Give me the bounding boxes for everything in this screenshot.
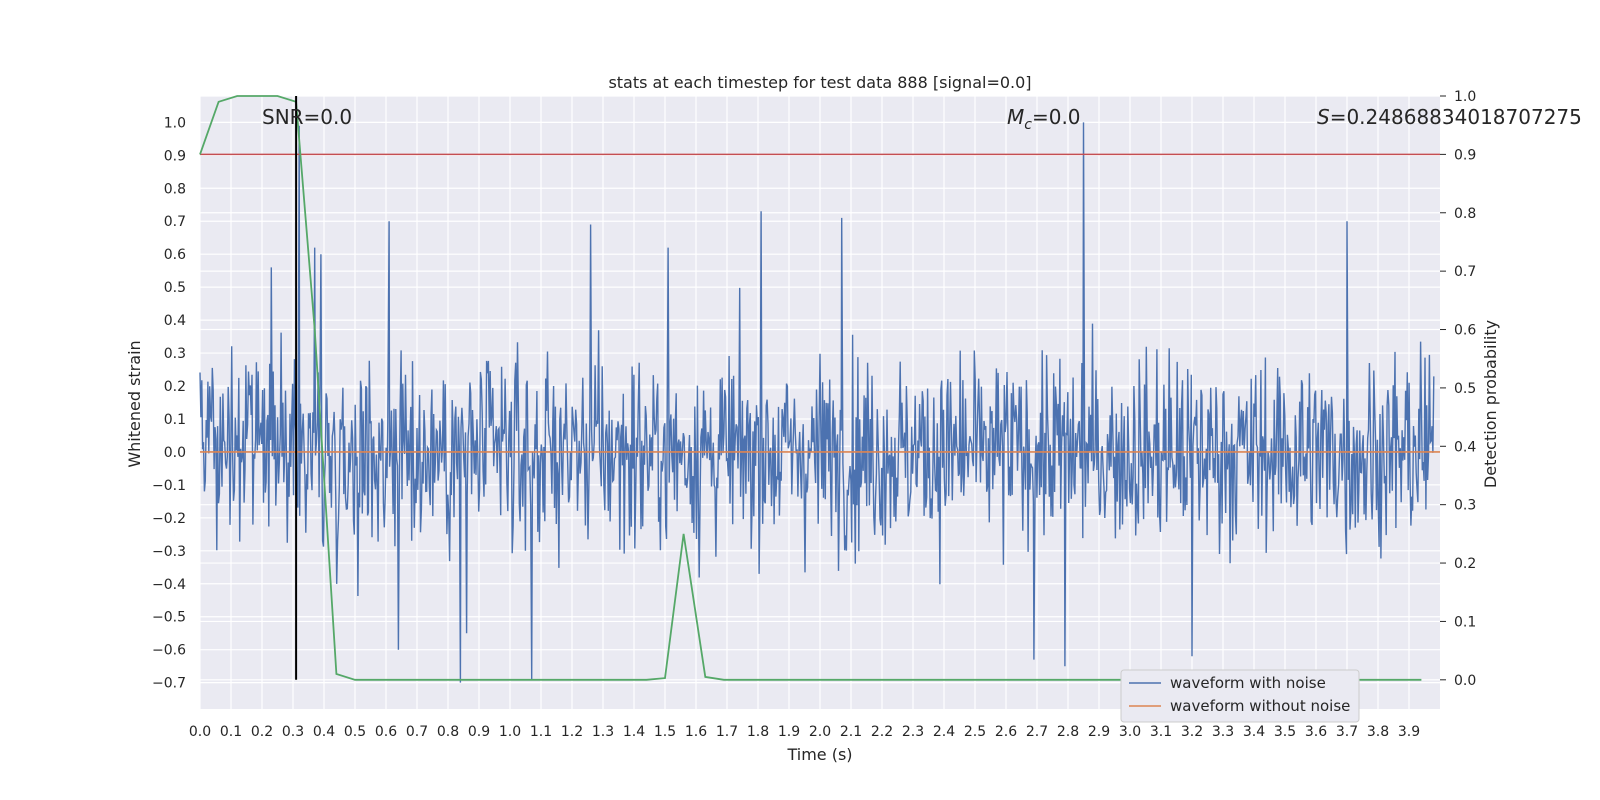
y-tick-label: −0.6 [152, 643, 186, 659]
noise-waveform-line [199, 122, 1435, 683]
y2-tick-label: 0.2 [1454, 556, 1476, 572]
x-tick-label: 3.7 [1336, 724, 1358, 740]
x-tick-label: 1.9 [778, 724, 800, 740]
y2-tick-label: 0.4 [1454, 439, 1476, 455]
x-tick-label: 2.5 [964, 724, 986, 740]
y-tick-label: 0.5 [164, 280, 186, 296]
x-tick-label: 3.4 [1243, 724, 1265, 740]
mc-subscript: c [1024, 117, 1032, 133]
x-tick-label: 1.2 [561, 724, 583, 740]
y-axis-label: Whitened strain [125, 340, 144, 467]
y-tick-label: −0.7 [152, 676, 186, 692]
x-tick-label: 0.4 [313, 724, 335, 740]
x-tick-label: 2.4 [933, 724, 955, 740]
s-annotation: S=0.24868834018707275 [1317, 105, 1582, 129]
x-tick-label: 1.0 [499, 724, 521, 740]
x-tick-label: 0.0 [189, 724, 211, 740]
y2-tick-label: 0.9 [1454, 147, 1476, 163]
x-tick-label: 3.1 [1150, 724, 1172, 740]
y-tick-label: 0.3 [164, 346, 186, 362]
s-symbol: S [1317, 105, 1330, 129]
y-tick-label: 0.4 [164, 313, 186, 329]
y-tick-label: −0.5 [152, 610, 186, 626]
legend-box [1120, 669, 1360, 723]
x-tick-label: 0.7 [406, 724, 428, 740]
x-tick-label: 3.0 [1119, 724, 1141, 740]
s-value: =0.24868834018707275 [1330, 105, 1582, 129]
y-tick-label: −0.3 [152, 544, 186, 560]
x-axis-label: Time (s) [786, 745, 852, 764]
legend-label-clean: waveform without noise [1170, 697, 1350, 715]
overlay-series [199, 95, 1440, 681]
y-tick-label: 0.7 [164, 214, 186, 230]
x-tick-label: 3.5 [1274, 724, 1296, 740]
x-tick-label: 0.6 [375, 724, 397, 740]
legend: waveform with noise waveform without noi… [1120, 669, 1360, 723]
x-tick-label: 1.5 [654, 724, 676, 740]
y2-tick-label: 1.0 [1454, 89, 1476, 105]
y2-tick-label: 0.0 [1454, 673, 1476, 689]
x-tick-label: 2.0 [809, 724, 831, 740]
y2-tick-label: 0.6 [1454, 323, 1476, 339]
x-axis-ticks: 0.0 0.1 0.2 0.3 0.4 0.5 0.6 0.7 0.8 0.9 1.0 1.1 1.2 1… [189, 724, 1420, 740]
x-tick-label: 1.8 [747, 724, 769, 740]
y-tick-label: −0.1 [152, 478, 186, 494]
noise-series [199, 122, 1435, 683]
x-tick-label: 3.6 [1305, 724, 1327, 740]
snr-annotation: SNR=0.0 [262, 105, 352, 129]
y2-tick-label: 0.7 [1454, 264, 1476, 280]
detection-probability-line [199, 95, 1422, 681]
x-tick-label: 2.1 [840, 724, 862, 740]
x-tick-label: 2.7 [1026, 724, 1048, 740]
x-tick-label: 1.7 [716, 724, 738, 740]
y2-tick-label: 0.8 [1454, 206, 1476, 222]
y-tick-label: 0.2 [164, 379, 186, 395]
legend-label-noise: waveform with noise [1170, 674, 1326, 692]
mc-symbol: M [1007, 105, 1024, 129]
y-tick-label: 0.8 [164, 181, 186, 197]
x-tick-label: 2.3 [902, 724, 924, 740]
y-tick-label: −0.4 [152, 577, 186, 593]
y-tick-label: 0.6 [164, 247, 186, 263]
mc-annotation: Mc=0.0 [1007, 105, 1081, 133]
x-tick-label: 2.8 [1057, 724, 1079, 740]
chart-title: stats at each timestep for test data 888… [608, 73, 1031, 92]
y2-tick-label: 0.1 [1454, 614, 1476, 630]
mc-value: =0.0 [1032, 105, 1081, 129]
y2-axis-ticks: 1.0 0.9 0.8 0.7 0.6 0.5 0.4 0.3 0.2 0.1 0.0 [1440, 89, 1476, 689]
y-tick-label: 0.0 [164, 445, 186, 461]
x-tick-label: 3.3 [1212, 724, 1234, 740]
x-tick-label: 3.2 [1181, 724, 1203, 740]
x-tick-label: 1.3 [592, 724, 614, 740]
x-tick-label: 2.9 [1088, 724, 1110, 740]
x-tick-label: 2.2 [871, 724, 893, 740]
y-tick-label: 0.1 [164, 412, 186, 428]
x-tick-label: 0.9 [468, 724, 490, 740]
y2-tick-label: 0.5 [1454, 381, 1476, 397]
y-tick-label: 0.9 [164, 148, 186, 164]
x-tick-label: 0.2 [251, 724, 273, 740]
x-tick-label: 1.6 [685, 724, 707, 740]
x-tick-label: 0.3 [282, 724, 304, 740]
y-tick-label: −0.2 [152, 511, 186, 527]
x-tick-label: 3.8 [1367, 724, 1389, 740]
y-tick-label: 1.0 [164, 115, 186, 131]
x-tick-label: 0.5 [344, 724, 366, 740]
y2-tick-label: 0.3 [1454, 498, 1476, 514]
x-tick-label: 2.6 [995, 724, 1017, 740]
x-tick-label: 1.4 [623, 724, 645, 740]
y-axis-ticks: 1.0 0.9 0.8 0.7 0.6 0.5 0.4 0.3 0.2 0.1 0.0 −0.1 −0.… [152, 115, 186, 691]
x-tick-label: 1.1 [530, 724, 552, 740]
x-tick-label: 0.8 [437, 724, 459, 740]
x-tick-label: 3.9 [1398, 724, 1420, 740]
grid-lines [199, 95, 1440, 709]
x-tick-label: 0.1 [220, 724, 242, 740]
y2-axis-label: Detection probability [1481, 320, 1500, 488]
